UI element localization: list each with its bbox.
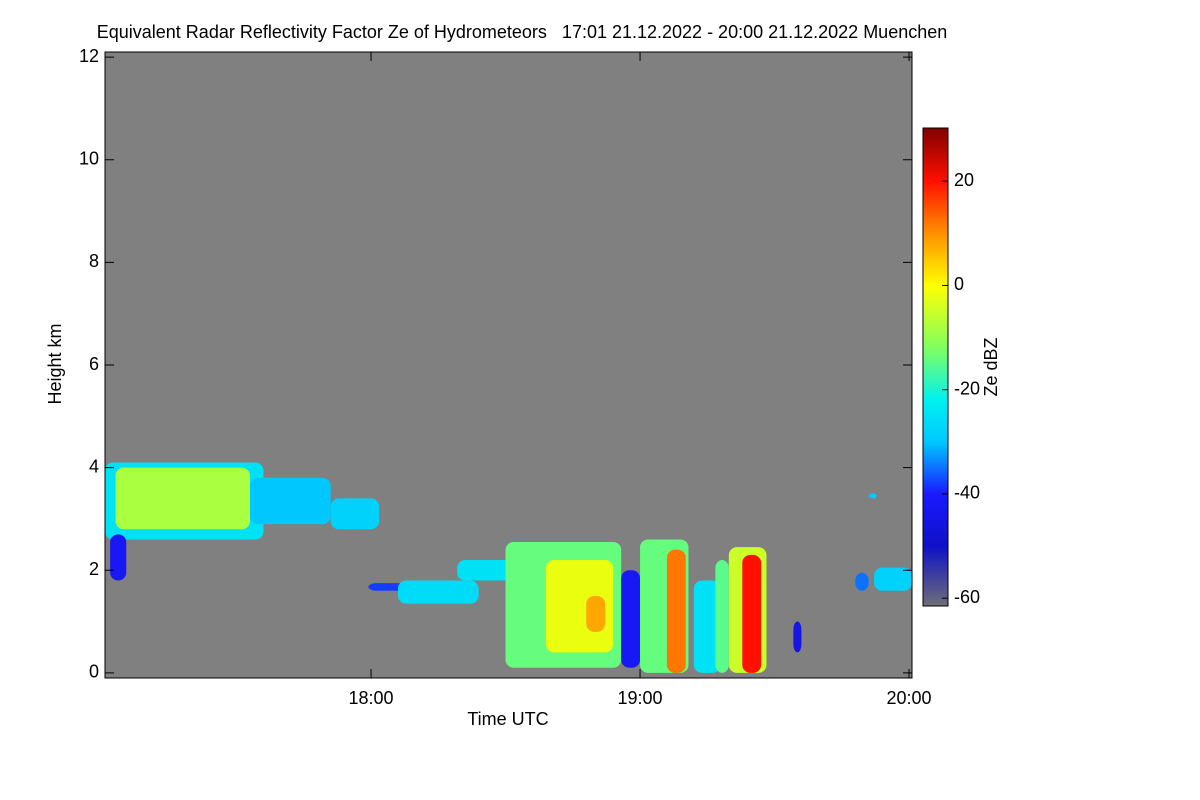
- y-tick-label: 10: [79, 149, 99, 169]
- echo: [793, 621, 802, 653]
- y-tick-label: 4: [89, 456, 99, 476]
- echo: [742, 554, 762, 673]
- echo: [397, 580, 479, 604]
- y-tick-label: 12: [79, 46, 99, 66]
- echo: [249, 477, 331, 525]
- colorbar-tick-label: -40: [954, 483, 980, 503]
- colorbar-tick-label: 0: [954, 274, 964, 294]
- colorbar-tick-label: 20: [954, 170, 974, 190]
- echo-layer: [105, 462, 912, 673]
- colorbar: [922, 127, 949, 607]
- echo: [715, 559, 729, 673]
- y-tick-label: 0: [89, 662, 99, 682]
- y-tick-label: 6: [89, 354, 99, 374]
- y-tick-label: 8: [89, 251, 99, 271]
- colorbar-label: Ze dBZ: [981, 337, 1001, 396]
- chart-title: Equivalent Radar Reflectivity Factor Ze …: [97, 22, 948, 42]
- x-tick-label: 18:00: [349, 688, 394, 708]
- echo: [115, 467, 250, 530]
- colorbar-tick-label: -60: [954, 587, 980, 607]
- echo: [868, 493, 877, 499]
- x-tick-label: 19:00: [618, 688, 663, 708]
- y-axis-label: Height km: [45, 323, 65, 404]
- echo: [666, 549, 686, 673]
- x-axis-label: Time UTC: [467, 709, 548, 729]
- x-tick-label: 20:00: [887, 688, 932, 708]
- echo: [693, 580, 721, 673]
- colorbar-tick-label: -20: [954, 378, 980, 398]
- echo: [855, 572, 869, 591]
- echo: [621, 570, 641, 668]
- echo: [586, 595, 606, 632]
- echo: [110, 534, 127, 581]
- echo: [330, 498, 380, 530]
- y-tick-label: 2: [89, 559, 99, 579]
- echo: [874, 567, 912, 591]
